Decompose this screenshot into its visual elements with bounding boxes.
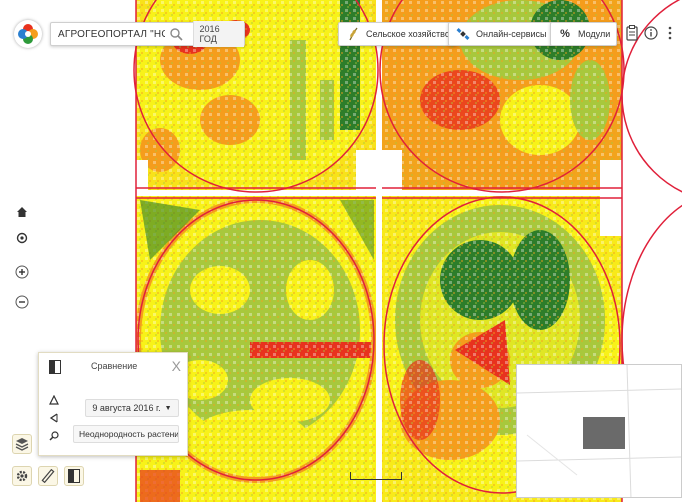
petal-logo-icon: [18, 24, 38, 44]
search-box[interactable]: АГРОГЕОПОРТАЛ "НОВЕ" 2016 ГОД: [50, 21, 245, 47]
portal-title: АГРОГЕОПОРТАЛ "НОВЕ": [58, 28, 165, 40]
compare-panel: Сравнение X 9 августа 2016 г. ▼ Неодноро…: [38, 352, 188, 456]
layers-button[interactable]: [12, 434, 32, 454]
compare-button[interactable]: [64, 466, 84, 486]
wheat-icon: [345, 26, 361, 42]
online-services-label: Онлайн-сервисы: [476, 29, 547, 39]
locate-icon: [16, 232, 28, 244]
minus-icon: [15, 295, 29, 309]
zoom-in-button[interactable]: [12, 262, 32, 282]
close-icon[interactable]: X: [171, 358, 181, 374]
agriculture-label: Сельское хозяйство: [366, 29, 450, 39]
online-services-button[interactable]: Онлайн-сервисы: [448, 22, 554, 46]
date-value: 9 августа 2016 г.: [92, 403, 161, 413]
search-icon[interactable]: [165, 23, 186, 45]
compare-panel-title: Сравнение: [91, 361, 138, 371]
date-select[interactable]: 9 августа 2016 г. ▼: [85, 399, 179, 417]
settings-button[interactable]: [12, 466, 32, 486]
agriculture-button[interactable]: Сельское хозяйство: [338, 22, 457, 46]
home-icon: [17, 207, 27, 217]
overview-map-canvas: [517, 365, 681, 497]
field-bottom-left: [136, 196, 376, 502]
plus-icon: [15, 265, 29, 279]
gear-icon: [16, 470, 28, 482]
info-icon[interactable]: [643, 22, 659, 44]
layer-select[interactable]: Неоднородность растени: [73, 425, 179, 443]
compare-icon[interactable]: [49, 360, 61, 374]
overview-map[interactable]: [516, 364, 682, 498]
swipe-icon[interactable]: [47, 409, 61, 427]
modules-button[interactable]: % Модули: [550, 22, 618, 46]
zoom-out-button[interactable]: [12, 292, 32, 312]
layers-icon: [15, 438, 29, 451]
satellite-icon: [455, 26, 471, 42]
ruler-icon: [41, 469, 55, 483]
more-vertical-icon[interactable]: [662, 22, 678, 44]
compare-icon: [68, 469, 80, 483]
clipboard-icon[interactable]: [624, 22, 640, 44]
logo[interactable]: [14, 20, 42, 48]
compare-panel-header: Сравнение X: [39, 353, 187, 381]
overview-extent[interactable]: [583, 417, 625, 449]
home-button[interactable]: [12, 202, 32, 222]
pan-icon[interactable]: [47, 427, 61, 445]
triangle-icon[interactable]: [47, 391, 61, 409]
year-selector[interactable]: 2016 ГОД: [192, 21, 245, 47]
scale-bar: [350, 472, 402, 480]
ruler-button[interactable]: [38, 466, 58, 486]
top-right-tools: [624, 22, 678, 44]
compare-tools: [47, 391, 61, 445]
locate-button[interactable]: [12, 228, 32, 248]
percent-icon: %: [560, 28, 570, 40]
chevron-down-icon: ▼: [164, 404, 172, 412]
modules-label: Модули: [578, 29, 611, 39]
layer-value: Неоднородность растени: [79, 429, 179, 439]
